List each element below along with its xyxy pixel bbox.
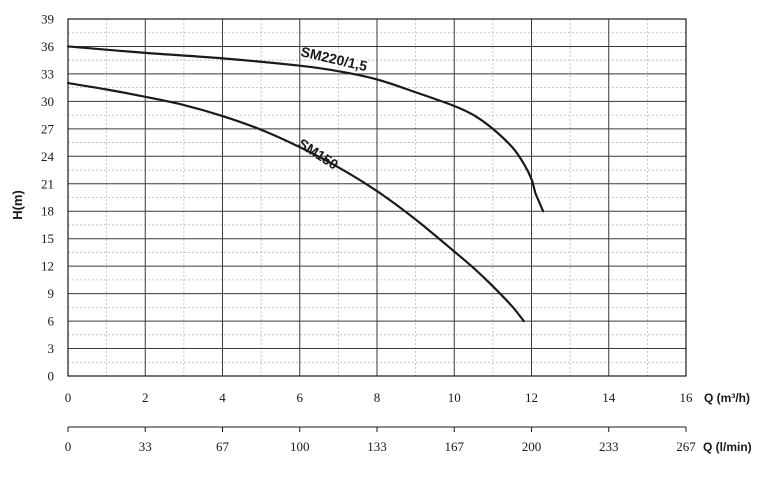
x-tick-label: 0 [65, 390, 72, 405]
secondary-x-tick-label: 0 [65, 439, 72, 454]
y-tick-label: 9 [48, 286, 55, 301]
x-tick-label: 12 [525, 390, 538, 405]
secondary-x-tick-label: 267 [676, 439, 696, 454]
curve-sm150 [66, 81, 525, 323]
x-axis-ticks: 0 2 4 6 8 10 12 14 16 [65, 390, 693, 405]
curve-sm220-1-5 [66, 45, 545, 213]
secondary-x-tick-label: 133 [367, 439, 387, 454]
secondary-x-tick-label: 100 [290, 439, 310, 454]
secondary-x-tick-label: 233 [599, 439, 619, 454]
secondary-x-axis-label: Q (l/min) [703, 440, 752, 454]
y-axis-label: H(m) [10, 190, 25, 220]
x-tick-label: 8 [374, 390, 381, 405]
y-tick-label: 6 [48, 314, 55, 329]
x-tick-label: 4 [219, 390, 226, 405]
y-tick-label: 0 [48, 369, 55, 384]
y-tick-label: 21 [41, 176, 54, 191]
y-tick-label: 30 [41, 94, 54, 109]
secondary-x-tick-label: 200 [522, 439, 542, 454]
x-axis-label: Q (m³/h) [704, 391, 750, 405]
x-tick-label: 14 [602, 390, 616, 405]
y-tick-label: 12 [41, 259, 54, 274]
secondary-x-tick-label: 33 [139, 439, 152, 454]
secondary-x-axis: 0 33 67 100 133 167 200 233 267 [65, 426, 696, 454]
major-grid [67, 18, 687, 377]
x-tick-label: 6 [297, 390, 304, 405]
y-tick-label: 33 [41, 66, 54, 81]
y-tick-label: 15 [41, 231, 54, 246]
y-tick-label: 24 [41, 149, 55, 164]
secondary-x-tick-label: 167 [445, 439, 465, 454]
plot-frame [67, 18, 687, 377]
y-tick-label: 18 [41, 204, 54, 219]
x-tick-label: 2 [142, 390, 149, 405]
y-tick-label: 3 [48, 341, 55, 356]
x-tick-label: 16 [680, 390, 694, 405]
y-tick-label: 39 [41, 12, 54, 27]
y-tick-label: 36 [41, 39, 55, 54]
x-tick-label: 10 [448, 390, 461, 405]
secondary-x-tick-label: 67 [216, 439, 230, 454]
y-tick-label: 27 [41, 121, 55, 136]
curve-label: SM150 [295, 135, 341, 173]
